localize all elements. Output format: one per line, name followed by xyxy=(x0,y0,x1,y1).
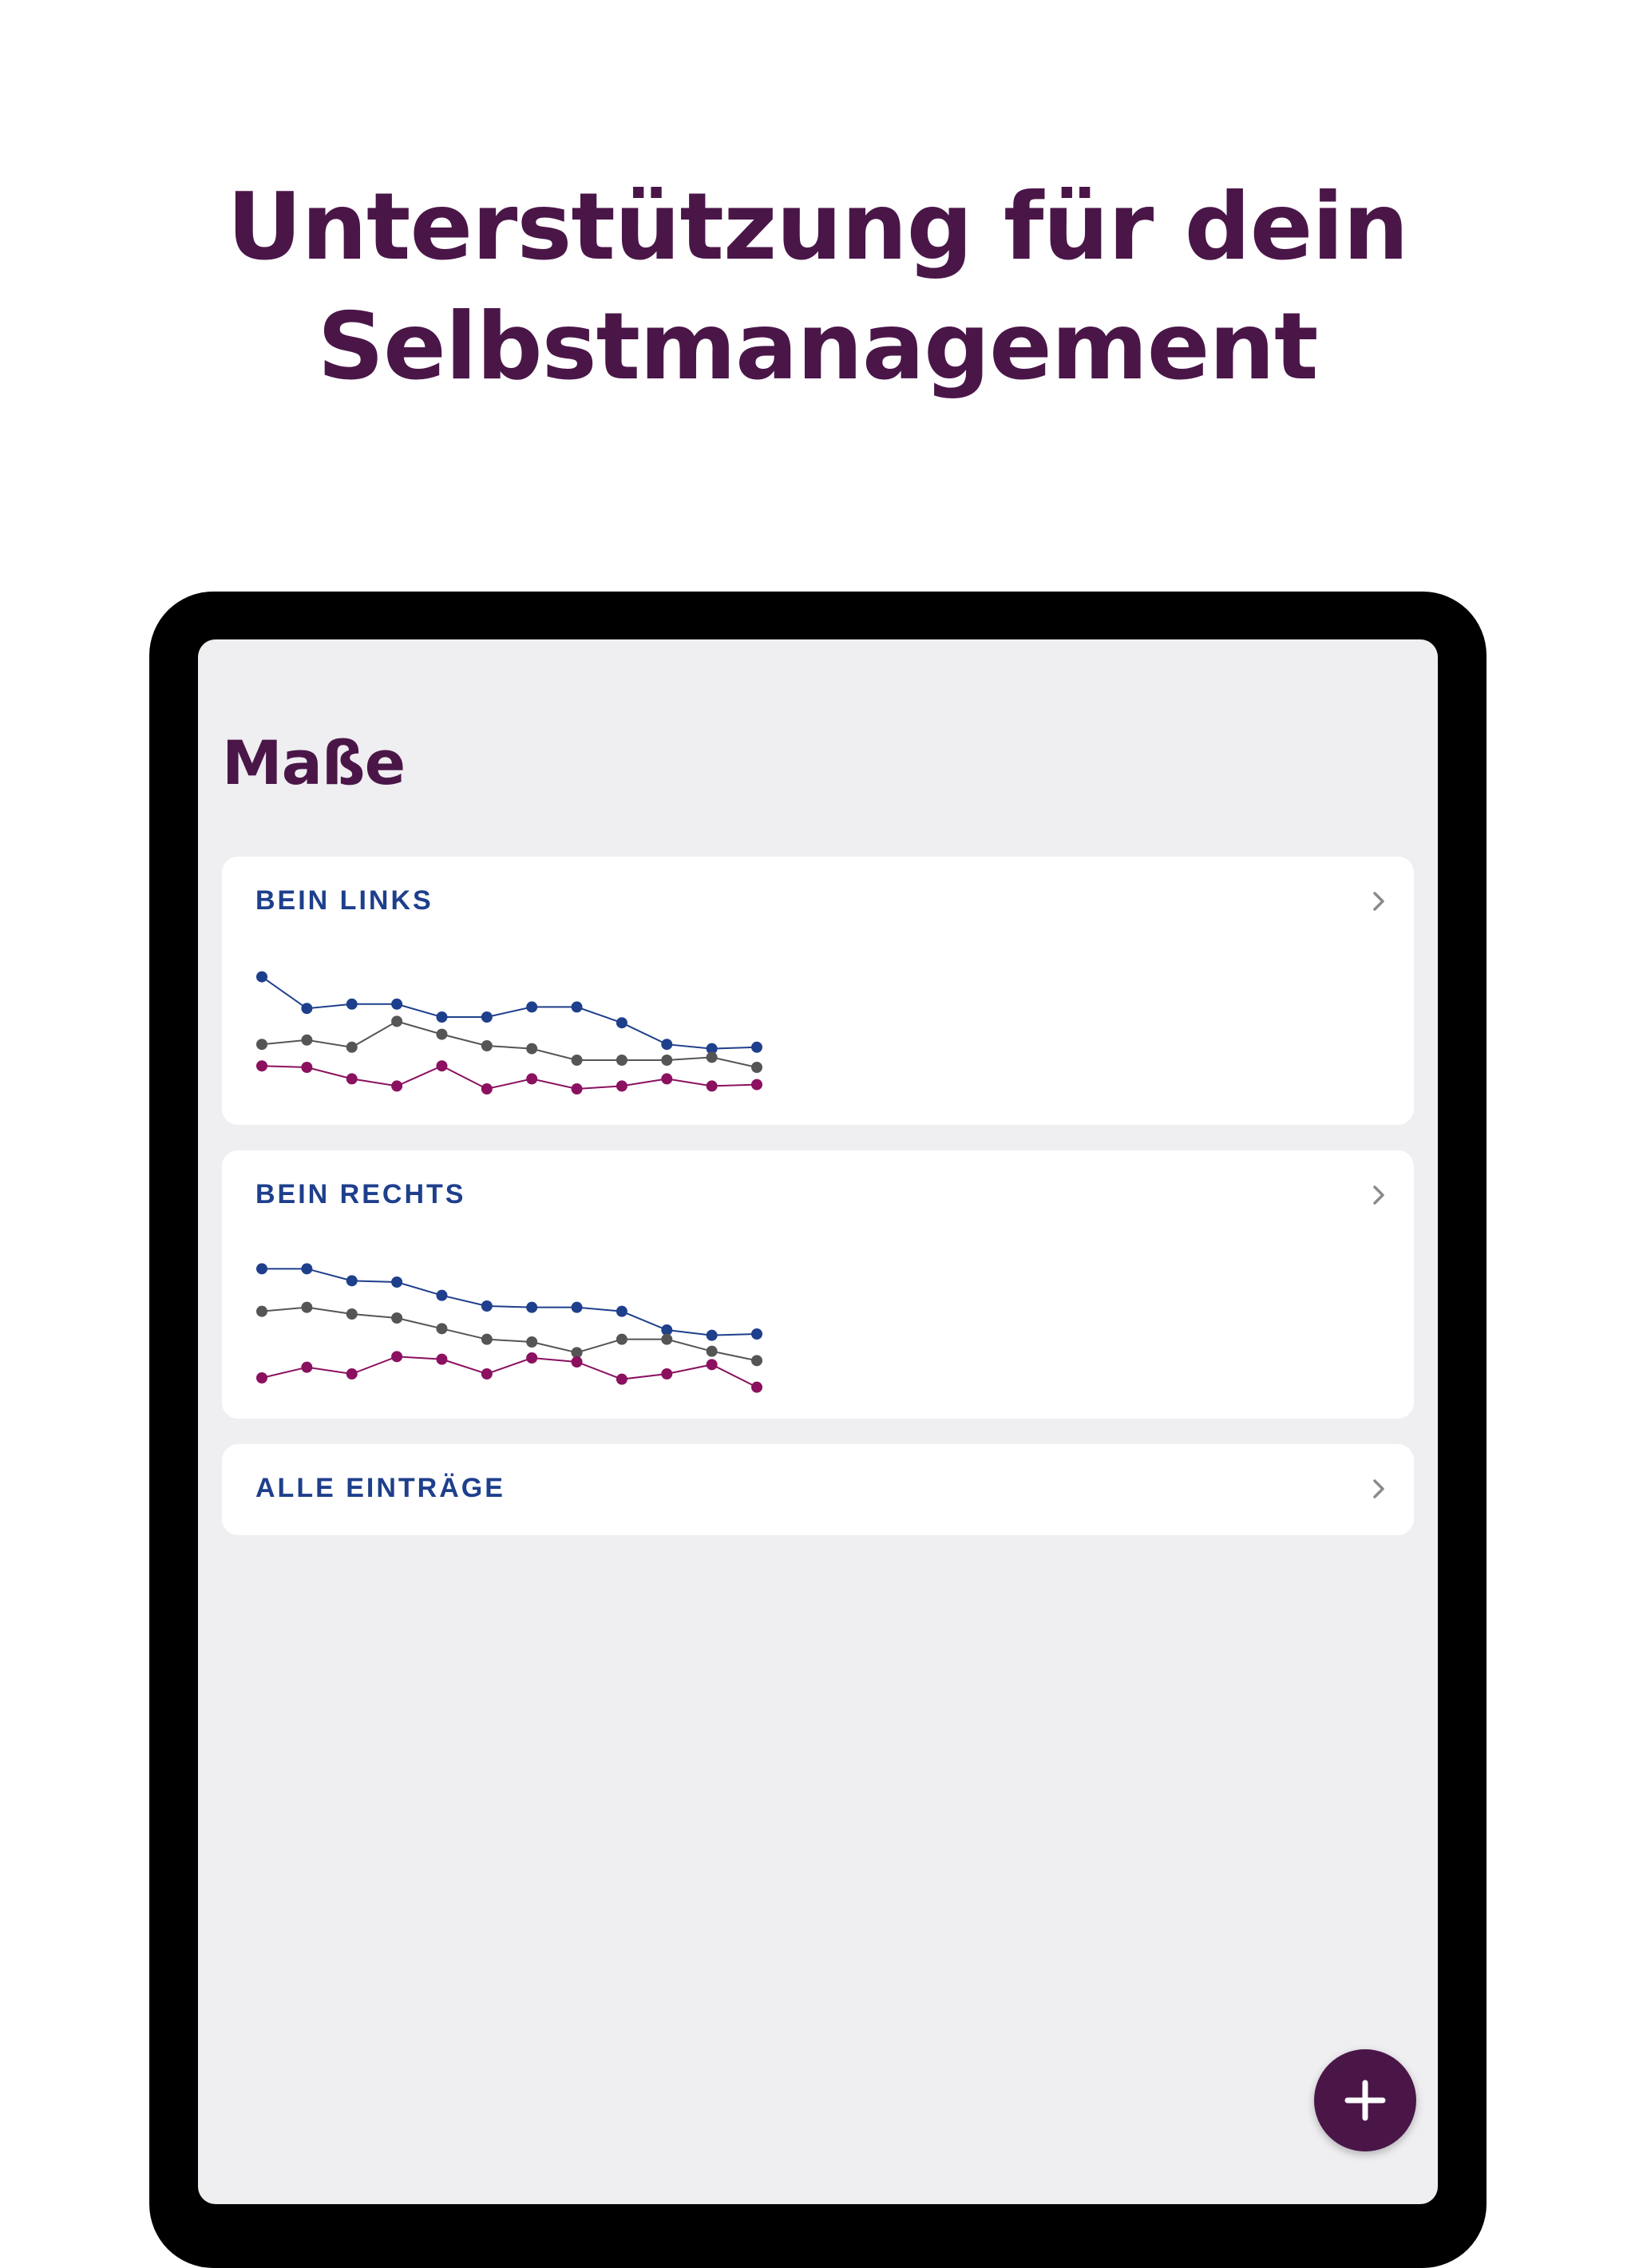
series-1-point xyxy=(526,1043,538,1055)
series-2-line xyxy=(261,1356,758,1388)
series-1-point xyxy=(616,1055,627,1066)
series-1-point xyxy=(706,1051,718,1063)
series-0-line xyxy=(262,1268,758,1336)
series-0-point xyxy=(571,1301,583,1313)
series-1-point xyxy=(571,1055,583,1066)
series-2-point xyxy=(661,1073,673,1085)
series-2-point xyxy=(706,1080,718,1092)
series-1-point xyxy=(661,1333,673,1345)
series-0-point xyxy=(256,1263,267,1275)
series-1-point xyxy=(256,1039,267,1051)
series-2-point xyxy=(436,1060,448,1072)
series-1-point xyxy=(346,1041,358,1053)
sparkline-chart-bein-rechts xyxy=(256,1263,762,1393)
series-0-point xyxy=(481,1011,493,1023)
sparkline-chart-bein-links xyxy=(256,971,762,1094)
page-title: Maße xyxy=(222,727,406,798)
series-1-point xyxy=(436,1028,448,1040)
series-0-point xyxy=(256,971,267,983)
series-0-point xyxy=(616,1305,627,1317)
series-2-point xyxy=(751,1381,762,1393)
headline-line-1: Unterstützung für dein xyxy=(227,173,1408,281)
series-0-point xyxy=(706,1329,718,1341)
chevron-right-icon xyxy=(1373,892,1384,911)
series-1-line xyxy=(261,1306,758,1362)
card-alle-eintraege[interactable]: ALLE EINTRÄGE xyxy=(222,1444,1414,1535)
series-1-point xyxy=(751,1062,762,1073)
series-0-point xyxy=(751,1328,762,1340)
series-0-point xyxy=(751,1041,762,1053)
series-1-point xyxy=(661,1055,673,1066)
series-2-point xyxy=(391,1080,403,1092)
series-1-point xyxy=(301,1034,313,1046)
series-1-point xyxy=(526,1336,538,1348)
series-2-point xyxy=(526,1073,538,1085)
series-0-point xyxy=(526,1301,538,1313)
series-0-point xyxy=(346,1275,358,1287)
series-0-point xyxy=(436,1289,448,1301)
series-2-point xyxy=(391,1351,403,1363)
series-1-point xyxy=(391,1312,403,1324)
series-0-point xyxy=(616,1017,627,1029)
series-2-point xyxy=(301,1062,313,1073)
series-2-point xyxy=(481,1368,493,1379)
series-1-line xyxy=(261,1020,758,1068)
card-label: BEIN RECHTS xyxy=(255,1179,466,1209)
series-0-point xyxy=(661,1324,673,1336)
app-screen: Maße BEIN LINKS BEIN RECHTS ALLE EINTRÄG… xyxy=(198,639,1438,2204)
series-0-point xyxy=(391,1276,403,1288)
series-2-point xyxy=(526,1352,538,1364)
chevron-right-icon xyxy=(1373,1479,1384,1498)
series-0-point xyxy=(301,1263,313,1275)
series-1-point xyxy=(751,1355,762,1367)
series-2-point xyxy=(481,1083,493,1094)
card-bein-links[interactable]: BEIN LINKS xyxy=(222,857,1414,1125)
chevron-right-icon xyxy=(1373,1185,1384,1205)
series-0-point xyxy=(346,998,358,1010)
series-2-point xyxy=(661,1368,673,1379)
series-1-point xyxy=(346,1308,358,1320)
series-1-point xyxy=(436,1323,448,1335)
series-1-point xyxy=(571,1347,583,1359)
series-1-point xyxy=(301,1301,313,1313)
series-2-point xyxy=(346,1368,358,1379)
card-bein-rechts[interactable]: BEIN RECHTS xyxy=(222,1150,1414,1419)
series-2-point xyxy=(571,1083,583,1094)
series-0-point xyxy=(481,1300,493,1312)
headline-line-2: Selbstmanagement xyxy=(317,293,1319,401)
series-0-point xyxy=(301,1003,313,1015)
series-2-point xyxy=(751,1079,762,1090)
series-2-point xyxy=(301,1361,313,1373)
add-entry-button[interactable] xyxy=(1314,2049,1416,2151)
card-label: ALLE EINTRÄGE xyxy=(255,1473,505,1503)
series-1-point xyxy=(706,1345,718,1357)
series-0-point xyxy=(706,1043,718,1055)
series-1-point xyxy=(391,1015,403,1027)
series-2-point xyxy=(436,1353,448,1365)
series-2-line xyxy=(261,1065,758,1090)
series-1-point xyxy=(481,1333,493,1345)
series-2-point xyxy=(616,1373,627,1385)
series-2-point xyxy=(256,1372,267,1383)
headline: Unterstützung für dein Selbstmanagement xyxy=(0,168,1635,407)
series-2-point xyxy=(346,1073,358,1085)
series-2-point xyxy=(571,1356,583,1368)
series-1-point xyxy=(616,1333,627,1345)
series-0-point xyxy=(436,1011,448,1023)
plus-icon xyxy=(1344,2080,1386,2121)
series-2-point xyxy=(256,1060,267,1072)
series-0-line xyxy=(261,976,758,1050)
series-1-point xyxy=(481,1040,493,1051)
series-0-point xyxy=(571,1001,583,1013)
series-0-point xyxy=(391,998,403,1010)
series-0-point xyxy=(526,1001,538,1013)
card-label: BEIN LINKS xyxy=(255,885,433,916)
series-0-point xyxy=(661,1039,673,1051)
series-1-point xyxy=(256,1305,267,1317)
series-2-point xyxy=(616,1080,627,1092)
series-2-point xyxy=(706,1359,718,1371)
